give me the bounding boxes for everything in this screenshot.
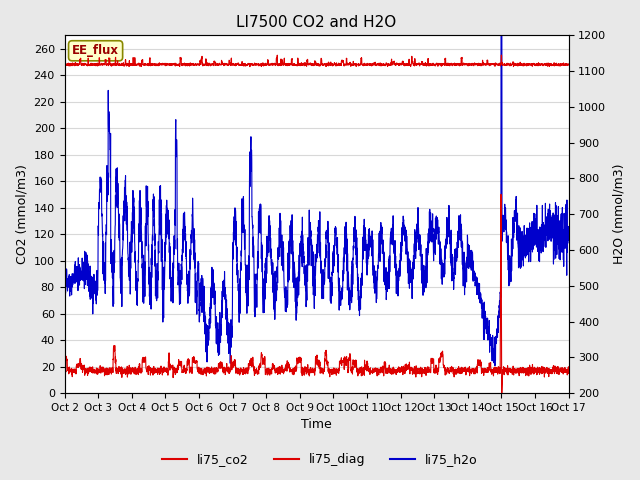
Text: EE_flux: EE_flux [72, 44, 119, 57]
X-axis label: Time: Time [301, 419, 332, 432]
Title: LI7500 CO2 and H2O: LI7500 CO2 and H2O [236, 15, 397, 30]
Y-axis label: CO2 (mmol/m3): CO2 (mmol/m3) [15, 164, 28, 264]
Y-axis label: H2O (mmol/m3): H2O (mmol/m3) [612, 164, 625, 264]
Legend: li75_co2, li75_diag, li75_h2o: li75_co2, li75_diag, li75_h2o [157, 448, 483, 471]
